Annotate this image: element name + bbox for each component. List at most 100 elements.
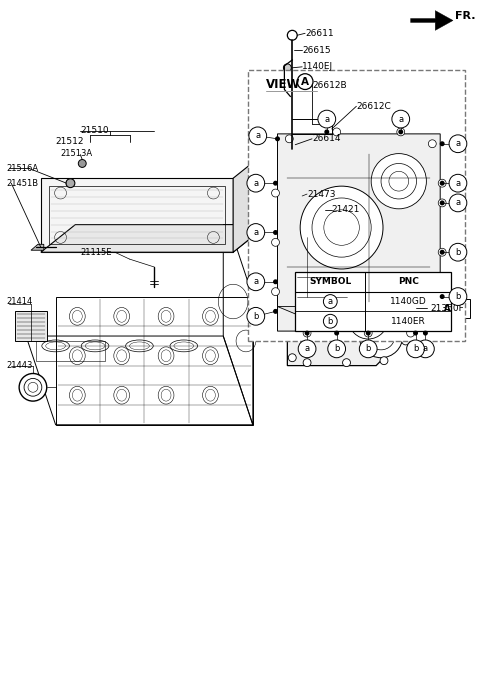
Text: a: a <box>255 131 260 141</box>
Circle shape <box>309 202 325 218</box>
Circle shape <box>293 218 301 226</box>
Polygon shape <box>410 11 453 30</box>
Circle shape <box>438 199 446 207</box>
Text: 26612C: 26612C <box>356 102 391 111</box>
Circle shape <box>440 250 444 254</box>
Circle shape <box>380 357 388 364</box>
Text: 26612B: 26612B <box>312 81 347 90</box>
Text: b: b <box>413 344 418 354</box>
Text: a: a <box>253 178 258 188</box>
Circle shape <box>402 243 409 251</box>
Text: 21512: 21512 <box>56 137 84 146</box>
Text: a: a <box>456 198 460 208</box>
Circle shape <box>440 301 454 315</box>
Circle shape <box>297 74 313 89</box>
Circle shape <box>397 128 405 136</box>
Text: 21350F: 21350F <box>431 304 464 313</box>
Circle shape <box>360 340 377 358</box>
Circle shape <box>449 288 467 306</box>
Polygon shape <box>277 306 440 331</box>
Circle shape <box>272 288 279 295</box>
Circle shape <box>402 337 409 345</box>
Circle shape <box>333 216 341 224</box>
FancyBboxPatch shape <box>248 70 465 341</box>
Circle shape <box>283 64 291 72</box>
Circle shape <box>274 181 277 185</box>
Text: a: a <box>423 344 428 354</box>
Circle shape <box>318 110 336 128</box>
Circle shape <box>348 299 388 339</box>
Circle shape <box>424 331 427 335</box>
Circle shape <box>333 128 341 136</box>
Circle shape <box>274 310 277 313</box>
Circle shape <box>286 135 293 143</box>
Circle shape <box>286 243 293 251</box>
Circle shape <box>305 331 309 335</box>
Circle shape <box>360 314 403 358</box>
Text: PNC: PNC <box>398 277 419 287</box>
Circle shape <box>272 189 279 197</box>
Text: 26615: 26615 <box>302 45 331 55</box>
Polygon shape <box>233 151 268 252</box>
Circle shape <box>328 340 346 358</box>
Text: a: a <box>253 228 258 237</box>
Circle shape <box>449 243 467 261</box>
FancyBboxPatch shape <box>295 272 451 331</box>
Circle shape <box>414 331 417 335</box>
Circle shape <box>303 329 311 337</box>
Circle shape <box>324 314 337 328</box>
Text: 21421: 21421 <box>332 206 360 214</box>
Text: a: a <box>456 178 460 188</box>
Circle shape <box>286 297 293 306</box>
Polygon shape <box>41 178 233 252</box>
Circle shape <box>247 224 264 241</box>
Text: 1140EJ: 1140EJ <box>302 62 333 72</box>
Circle shape <box>387 310 395 317</box>
Circle shape <box>303 359 311 366</box>
Circle shape <box>366 331 370 335</box>
Circle shape <box>288 354 296 362</box>
Circle shape <box>249 127 267 145</box>
Circle shape <box>407 302 415 310</box>
Text: a: a <box>304 344 310 354</box>
Text: 21510: 21510 <box>81 126 109 135</box>
Circle shape <box>274 231 277 235</box>
Circle shape <box>440 181 444 185</box>
Text: b: b <box>253 312 259 321</box>
Circle shape <box>449 194 467 212</box>
Text: b: b <box>455 247 461 257</box>
Circle shape <box>438 179 446 187</box>
Circle shape <box>399 130 403 134</box>
Polygon shape <box>277 134 440 331</box>
Text: 21473: 21473 <box>307 189 336 199</box>
Text: A: A <box>301 76 309 87</box>
Circle shape <box>428 140 436 147</box>
Circle shape <box>309 224 384 299</box>
Text: 1140ER: 1140ER <box>391 317 426 326</box>
Text: 21513A: 21513A <box>60 149 93 158</box>
Circle shape <box>274 280 277 283</box>
FancyBboxPatch shape <box>427 299 470 318</box>
Circle shape <box>343 359 350 366</box>
Circle shape <box>372 218 380 226</box>
Text: a: a <box>456 139 460 148</box>
Circle shape <box>440 142 444 145</box>
Circle shape <box>298 340 316 358</box>
Circle shape <box>449 135 467 153</box>
Text: 26611: 26611 <box>305 29 334 38</box>
Text: b: b <box>455 292 461 301</box>
Text: 21451B: 21451B <box>6 178 38 188</box>
Circle shape <box>272 239 279 246</box>
Circle shape <box>66 178 75 188</box>
Circle shape <box>276 137 279 141</box>
Circle shape <box>325 130 329 134</box>
Circle shape <box>438 248 446 256</box>
Text: a: a <box>328 297 333 306</box>
Polygon shape <box>41 224 268 252</box>
FancyBboxPatch shape <box>15 312 47 341</box>
Circle shape <box>440 295 444 298</box>
Circle shape <box>324 295 337 308</box>
Text: b: b <box>328 317 333 326</box>
Circle shape <box>247 273 264 291</box>
Circle shape <box>407 329 415 337</box>
